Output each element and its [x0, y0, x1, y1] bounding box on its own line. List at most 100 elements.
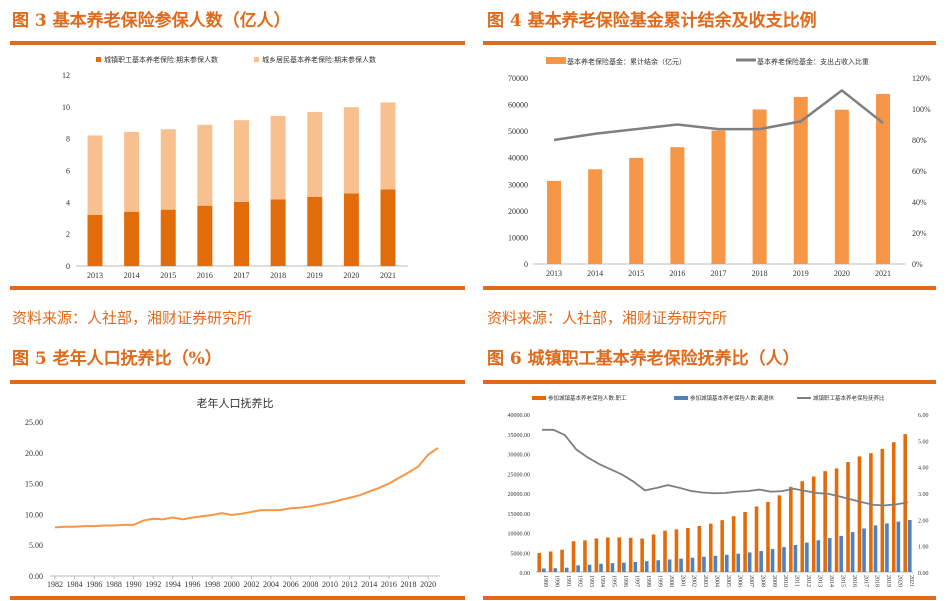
x-tick-label: 2009: [771, 575, 777, 587]
bar-employees: [823, 471, 827, 572]
bar-fund-balance: [834, 109, 849, 264]
bar-employees: [697, 525, 702, 572]
divider: [483, 380, 936, 384]
legend-swatch: [674, 396, 688, 400]
fig3-heading: 图 3 基本养老保险参保人数（亿人）: [12, 11, 291, 31]
x-tick-label: 2010: [322, 580, 338, 589]
x-tick-label: 1993: [588, 575, 594, 587]
y-tick-label: 30000.00: [508, 453, 531, 459]
x-tick-label: 1992: [145, 580, 161, 589]
bar-employees: [537, 553, 541, 572]
x-tick-label: 2002: [691, 575, 697, 587]
x-tick-label: 2015: [628, 269, 644, 278]
x-tick-label: 2000: [668, 575, 674, 587]
y-tick-label: 20%: [912, 229, 927, 238]
x-tick-label: 2006: [283, 580, 299, 589]
y-tick-label: 5.00: [918, 439, 929, 445]
x-tick-label: 2019: [793, 269, 809, 278]
x-tick-label: 1991: [565, 575, 571, 587]
y-tick-label: 4: [66, 198, 70, 207]
bar-retirees: [885, 523, 889, 572]
fig5-heading: 图 5 老年人口抚养比（%）: [12, 349, 222, 369]
divider: [483, 41, 936, 45]
x-tick-label: 2008: [759, 575, 765, 587]
y-tick-label: 100%: [912, 105, 931, 114]
bar-retirees: [656, 560, 660, 572]
bar-retirees: [782, 547, 786, 572]
x-tick-label: 1998: [204, 580, 220, 589]
bar-employees: [777, 495, 782, 572]
bar-retirees: [622, 562, 626, 572]
y-tick-label: 50000: [508, 127, 528, 136]
x-tick-label: 2017: [862, 575, 868, 587]
legend-label: 城镇职工基本养老保险抚养比: [813, 394, 885, 402]
bar-fund-balance: [752, 109, 767, 264]
bar-employee: [380, 189, 396, 266]
legend-label: 城乡居民基本养老保险:期末参保人数: [262, 55, 376, 64]
bar-employee: [160, 209, 176, 266]
y-tick-label: 12: [62, 71, 70, 80]
x-tick-label: 1986: [86, 580, 102, 589]
bar-employees: [640, 538, 644, 572]
bar-employees: [754, 506, 759, 572]
bar-retirees: [633, 562, 638, 572]
y-tick-label: 0: [524, 260, 528, 269]
y-tick-label: 5000.00: [511, 551, 531, 557]
y-tick-label: 60%: [912, 167, 927, 176]
y-tick-label: 30000: [508, 180, 528, 189]
bar-retirees: [553, 568, 558, 572]
bar-employees: [857, 456, 862, 572]
fig4-heading: 图 4 基本养老保险基金累计结余及收支比例: [487, 11, 817, 31]
y-tick-label: 120%: [912, 74, 931, 83]
bar-fund-balance: [670, 147, 685, 264]
x-tick-label: 1989: [542, 575, 548, 587]
y-tick-label: 0.00: [918, 571, 929, 577]
y-tick-label: 80%: [912, 136, 927, 145]
x-tick-label: 2015: [160, 271, 176, 280]
x-tick-label: 2014: [361, 580, 377, 589]
bar-retirees: [564, 567, 569, 572]
x-tick-label: 2001: [679, 575, 685, 587]
bar-employees: [686, 528, 690, 572]
y-tick-label: 40%: [912, 198, 927, 207]
legend-swatch: [546, 57, 566, 64]
x-tick-label: 2013: [87, 271, 103, 280]
bar-employees: [743, 512, 747, 572]
x-tick-label: 1997: [634, 575, 640, 587]
x-tick-label: 1982: [47, 580, 63, 589]
bar-employees: [800, 481, 805, 572]
x-tick-label: 1996: [622, 575, 628, 587]
x-tick-label: 2003: [702, 575, 708, 587]
bar-employees: [674, 529, 679, 572]
x-tick-label: 2000: [224, 580, 240, 589]
y-tick-label: 6.00: [918, 413, 929, 419]
y-tick-label: 2.00: [918, 518, 929, 524]
bar-retirees: [736, 553, 741, 572]
line-dependency-ratio: [542, 428, 909, 507]
x-tick-label: 1994: [599, 575, 605, 587]
bar-employees: [548, 551, 553, 572]
line-expense-ratio: [553, 88, 884, 142]
bar-retirees: [816, 540, 821, 572]
divider: [10, 286, 465, 290]
bar-employees: [811, 476, 816, 572]
bar-employees: [708, 523, 713, 572]
bar-employee: [124, 211, 140, 266]
bar-employees: [628, 537, 633, 572]
x-tick-label: 2007: [748, 575, 754, 587]
fig3-source: 资料来源：人社部，湘财证券研究所: [12, 309, 253, 327]
x-tick-label: 1999: [656, 575, 662, 587]
y-tick-label: 4.00: [918, 466, 929, 472]
y-tick-label: 25.00: [25, 418, 43, 427]
legend-label: 城镇职工基本养老保险:期末参保人数: [104, 55, 218, 64]
fig4-source: 资料来源：人社部，湘财证券研究所: [487, 309, 728, 327]
x-tick-label: 1990: [553, 575, 559, 587]
bar-retirees: [873, 525, 878, 572]
bar-retirees: [667, 559, 672, 572]
legend-label: 基本养老保险基金：累计结余（亿元）: [567, 57, 686, 66]
bar-employee: [270, 199, 286, 266]
x-tick-label: 1988: [106, 580, 122, 589]
bar-resident: [343, 107, 359, 194]
x-tick-label: 2006: [736, 575, 742, 587]
y-tick-label: 0.00: [520, 571, 531, 577]
